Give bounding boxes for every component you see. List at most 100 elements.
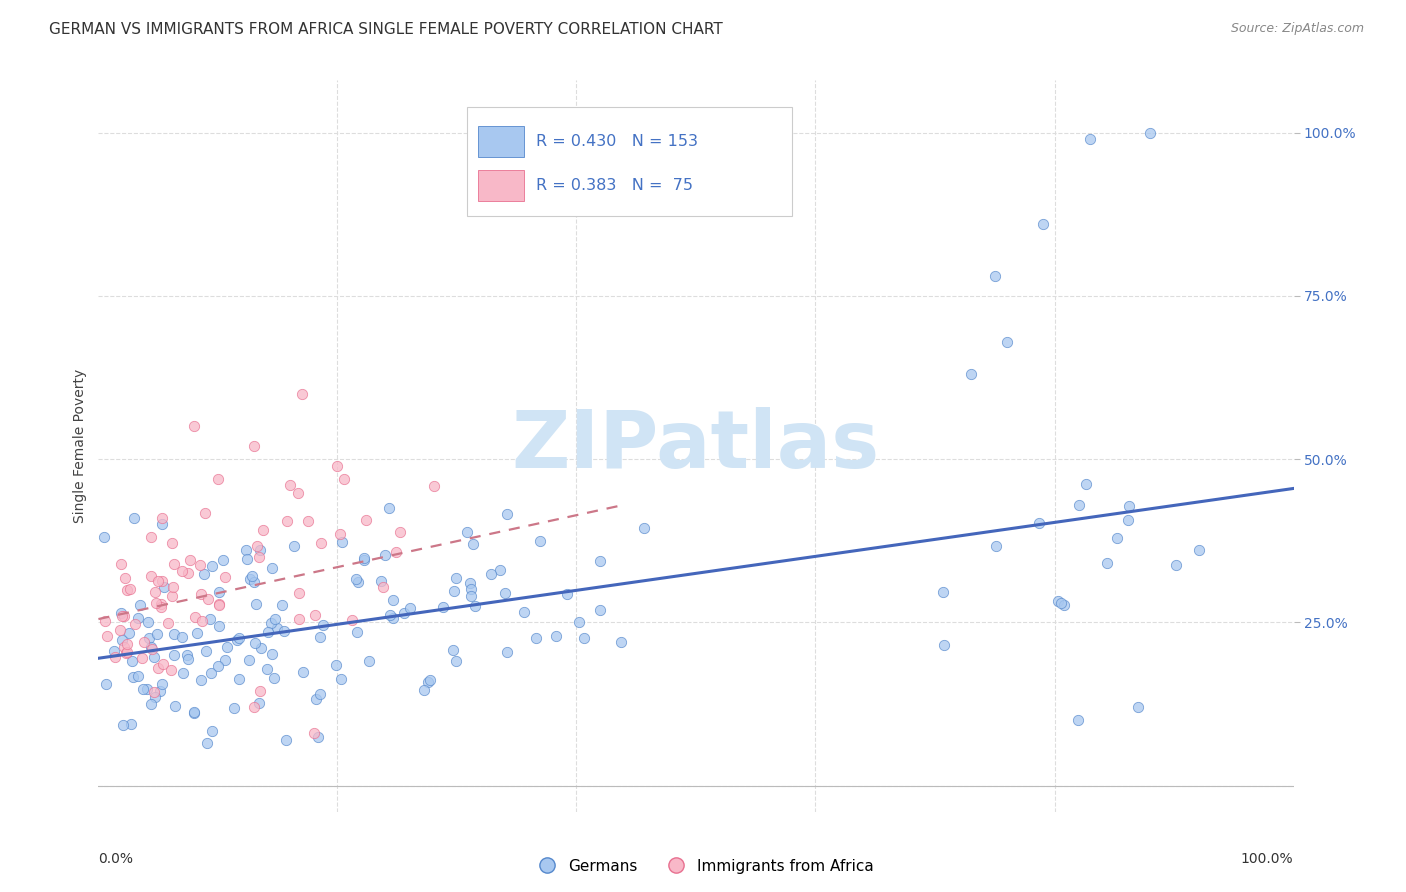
Point (333, 472, 356, 486)
Point (186, 625, 208, 640)
Point (201, 559, 224, 574)
Point (266, 621, 288, 635)
Point (1139, 126, 1161, 140)
Point (309, 535, 332, 549)
Point (456, 524, 478, 539)
Point (148, 574, 170, 588)
Point (382, 593, 405, 607)
Point (127, 610, 149, 624)
Point (960, 367, 983, 381)
Point (460, 589, 482, 603)
Point (274, 732, 297, 747)
Point (312, 618, 335, 632)
Point (259, 615, 281, 630)
Point (276, 514, 298, 528)
Point (177, 566, 200, 581)
Point (188, 558, 211, 572)
Text: R = 0.383   N =  75: R = 0.383 N = 75 (536, 178, 693, 193)
Point (633, 520, 655, 534)
Point (183, 706, 205, 720)
Text: 100.0%: 100.0% (1241, 852, 1294, 866)
Point (114, 571, 136, 585)
Point (346, 625, 368, 640)
Point (201, 724, 224, 739)
Point (195, 736, 218, 750)
Point (160, 589, 183, 603)
Point (132, 681, 155, 696)
Point (458, 575, 481, 590)
Point (329, 672, 352, 686)
Point (309, 687, 332, 701)
Point (214, 653, 236, 667)
Point (278, 478, 301, 492)
Point (489, 562, 512, 576)
Point (246, 540, 269, 554)
Point (931, 584, 953, 599)
Point (141, 641, 163, 656)
Point (239, 572, 262, 586)
Point (150, 677, 173, 691)
Point (610, 635, 633, 649)
Point (117, 583, 139, 598)
Point (183, 705, 205, 719)
Point (145, 596, 167, 610)
Point (122, 670, 145, 684)
Point (215, 640, 238, 654)
Point (111, 717, 134, 731)
Point (208, 585, 231, 599)
Point (141, 530, 163, 544)
Point (385, 545, 408, 559)
Point (444, 571, 467, 585)
Point (305, 692, 328, 706)
Text: R = 0.430   N = 153: R = 0.430 N = 153 (536, 134, 697, 149)
Point (986, 539, 1008, 553)
Point (353, 550, 375, 565)
Point (207, 658, 229, 673)
Point (245, 635, 267, 649)
Point (283, 539, 305, 553)
Text: Source: ZipAtlas.com: Source: ZipAtlas.com (1230, 22, 1364, 36)
Point (389, 524, 412, 539)
Point (304, 607, 326, 622)
Point (252, 523, 274, 537)
Point (191, 615, 214, 629)
Point (1095, 557, 1118, 571)
Point (195, 644, 218, 658)
Point (207, 472, 229, 486)
Point (235, 542, 257, 557)
Point (297, 515, 319, 529)
Point (152, 657, 174, 672)
Point (344, 572, 367, 586)
Point (524, 632, 547, 646)
Point (108, 623, 131, 637)
Point (260, 561, 283, 575)
Point (416, 675, 439, 690)
Point (153, 580, 176, 594)
Point (226, 633, 249, 648)
Point (111, 608, 134, 623)
Point (496, 507, 519, 521)
Point (134, 635, 156, 649)
Point (112, 609, 135, 624)
Point (287, 486, 309, 500)
Point (1067, 714, 1090, 728)
Point (353, 553, 375, 567)
Point (1188, 543, 1211, 558)
Point (197, 592, 219, 607)
Point (291, 386, 314, 401)
Point (142, 685, 165, 699)
Point (373, 580, 395, 594)
Point (995, 334, 1018, 349)
Point (374, 548, 396, 562)
Point (163, 648, 186, 662)
Point (138, 631, 160, 645)
Point (212, 553, 235, 567)
Point (287, 612, 309, 626)
Point (112, 640, 135, 655)
Point (479, 567, 502, 582)
Point (1074, 477, 1097, 491)
Point (183, 609, 205, 624)
Point (190, 673, 212, 688)
Point (240, 569, 263, 583)
Point (249, 543, 271, 558)
